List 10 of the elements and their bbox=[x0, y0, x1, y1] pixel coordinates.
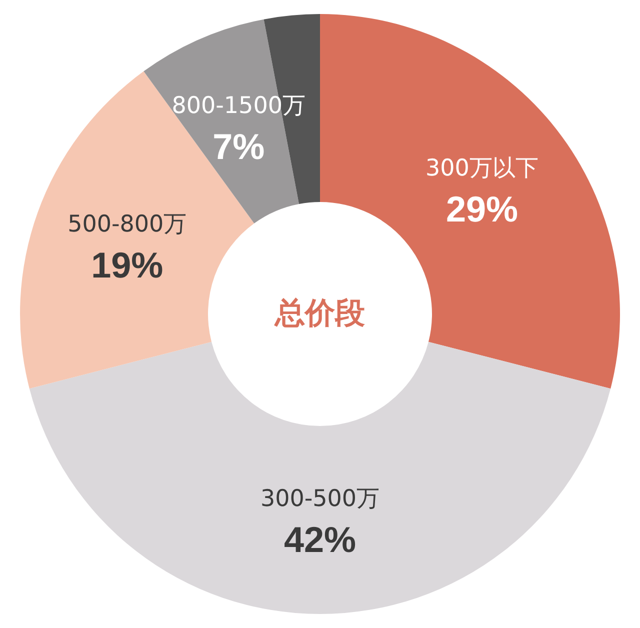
slice-label: 800-1500万 bbox=[172, 92, 306, 119]
slice-label: 300万以下 bbox=[426, 155, 538, 182]
data-label: 19% bbox=[91, 244, 164, 286]
slice-label: 300-500万 bbox=[260, 486, 380, 512]
data-label: 29% bbox=[446, 188, 518, 230]
data-label: 7% bbox=[212, 126, 265, 167]
slice-label: 500-800万 bbox=[68, 212, 187, 238]
text: 总价段 bbox=[274, 296, 365, 331]
donut-slice bbox=[29, 342, 611, 614]
data-label: 42% bbox=[284, 519, 356, 560]
